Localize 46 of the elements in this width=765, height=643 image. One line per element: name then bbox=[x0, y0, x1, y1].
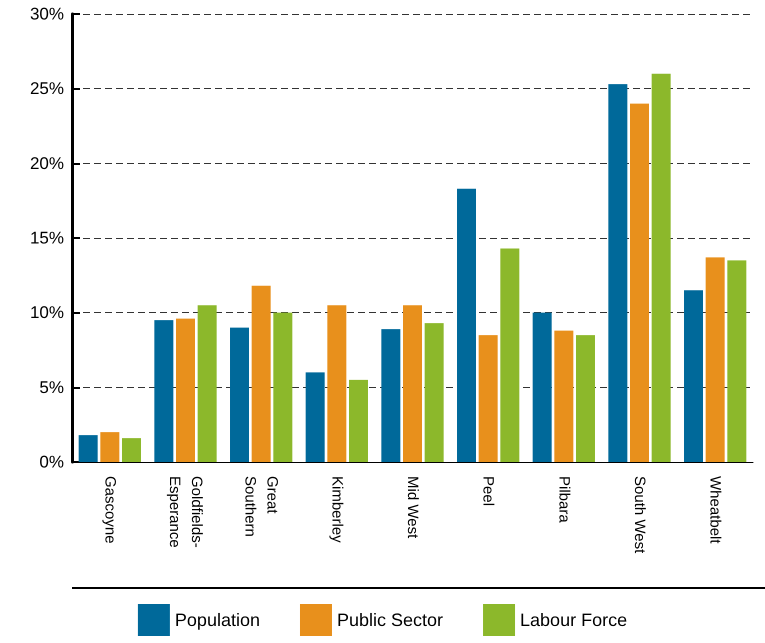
bar bbox=[78, 435, 98, 462]
bar bbox=[706, 257, 725, 462]
x-tick-label: Pilbara bbox=[555, 476, 572, 524]
bar bbox=[252, 286, 271, 462]
bar bbox=[652, 74, 671, 462]
x-tick-label: Wheatbelt bbox=[706, 476, 724, 544]
y-tick-label: 5% bbox=[39, 378, 64, 397]
bar bbox=[424, 323, 444, 462]
bar bbox=[273, 312, 292, 462]
bar bbox=[306, 372, 325, 462]
y-tick-label: 0% bbox=[39, 452, 64, 472]
x-tick-label: Mid West bbox=[404, 476, 421, 540]
legend-label: Population bbox=[174, 610, 260, 630]
x-tick-label: Great Southern bbox=[242, 476, 281, 537]
bar bbox=[608, 84, 628, 462]
bar bbox=[457, 188, 476, 462]
bar bbox=[684, 290, 704, 462]
bar bbox=[727, 260, 746, 462]
y-tick-label: 30% bbox=[30, 4, 64, 24]
bar bbox=[500, 248, 520, 462]
bar bbox=[478, 335, 498, 462]
bar bbox=[327, 305, 346, 462]
x-tick-label: Goldfields-Esperance bbox=[166, 476, 205, 548]
bar bbox=[381, 329, 400, 462]
y-tick-label: 20% bbox=[30, 154, 64, 173]
y-tick-label: 25% bbox=[30, 79, 64, 98]
bar bbox=[100, 432, 120, 462]
x-tick-label: South West bbox=[631, 476, 648, 554]
bar bbox=[230, 328, 250, 462]
x-tick-label: Kimberley bbox=[328, 476, 346, 544]
bar bbox=[176, 318, 195, 462]
bar bbox=[403, 305, 422, 462]
bar bbox=[198, 305, 217, 462]
bar bbox=[630, 104, 649, 462]
legend-label: Labour Force bbox=[520, 610, 628, 630]
y-tick-label: 15% bbox=[30, 228, 64, 248]
legend-label: Public Sector bbox=[336, 610, 444, 630]
bar bbox=[554, 330, 574, 462]
y-tick-label: 10% bbox=[30, 303, 64, 322]
bar bbox=[154, 320, 174, 462]
bar bbox=[122, 438, 141, 462]
bar bbox=[576, 335, 595, 462]
bar bbox=[348, 380, 368, 462]
x-tick-label: Gascoyne bbox=[101, 476, 118, 544]
x-tick-label: Peel bbox=[480, 476, 497, 506]
bar bbox=[532, 312, 552, 462]
